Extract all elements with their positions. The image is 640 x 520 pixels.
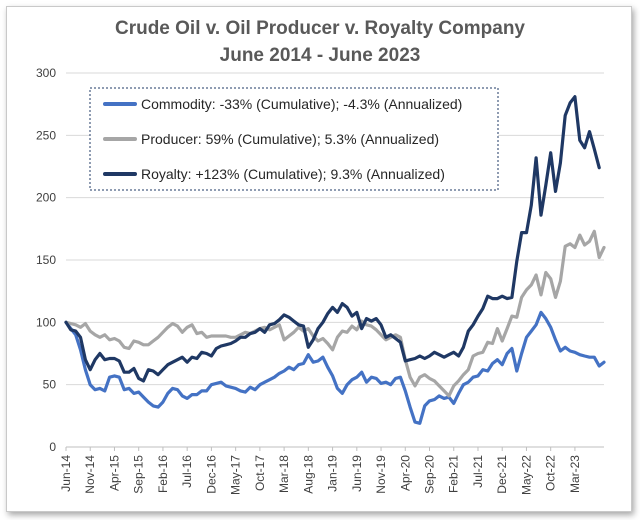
y-tick-label: 250 bbox=[36, 128, 56, 142]
series-lines bbox=[64, 95, 606, 425]
y-tick-label: 300 bbox=[36, 66, 56, 80]
x-tick-label: Dec-21 bbox=[495, 455, 509, 494]
x-tick-label: Jun-14 bbox=[59, 455, 73, 492]
y-tick-label: 50 bbox=[43, 378, 57, 392]
x-tick-label: May-17 bbox=[229, 455, 243, 495]
x-tick-label: May-22 bbox=[519, 455, 533, 495]
x-tick-label: Nov-14 bbox=[83, 455, 97, 494]
x-tick-label: Feb-21 bbox=[447, 455, 461, 493]
chart-title: Crude Oil v. Oil Producer v. Royalty Com… bbox=[115, 18, 525, 39]
x-tick-label: Apr-15 bbox=[107, 455, 121, 491]
legend-box bbox=[89, 87, 499, 191]
x-tick-label: Sep-20 bbox=[423, 455, 437, 494]
x-tick-label: Jun-19 bbox=[350, 455, 364, 492]
x-tick-label: Feb-16 bbox=[156, 455, 170, 493]
x-tick-label: Dec-16 bbox=[204, 455, 218, 494]
y-tick-label: 100 bbox=[36, 315, 56, 329]
x-tick-label: Mar-18 bbox=[277, 455, 291, 493]
x-tick-label: Apr-20 bbox=[398, 455, 412, 491]
legend-label-producer: Producer: 59% (Cumulative); 5.3% (Annual… bbox=[141, 131, 439, 147]
x-tick-label: Jul-21 bbox=[471, 455, 485, 488]
x-axis-tick-labels: Jun-14 Nov-14 Apr-15 Sep-15 Feb-16 Jul-16 Dec-… bbox=[59, 447, 582, 495]
x-tick-label: Jan-19 bbox=[326, 455, 340, 492]
y-tick-label: 0 bbox=[49, 440, 56, 454]
series-line-commodity bbox=[64, 310, 606, 425]
y-tick-label: 200 bbox=[36, 191, 56, 205]
x-tick-label: Jul-16 bbox=[180, 455, 194, 488]
chart-subtitle: June 2014 - June 2023 bbox=[220, 45, 421, 66]
legend-label-royalty: Royalty: +123% (Cumulative); 9.3% (Annua… bbox=[141, 166, 445, 182]
series-line-producer bbox=[64, 229, 606, 398]
x-tick-label: Oct-22 bbox=[544, 455, 558, 491]
x-tick-label: Oct-17 bbox=[253, 455, 267, 491]
x-tick-label: Nov-19 bbox=[374, 455, 388, 494]
x-tick-label: Sep-15 bbox=[132, 455, 146, 494]
y-axis-tick-labels: 0 50 100 150 200 250 300 bbox=[36, 66, 56, 454]
legend: Commodity: -33% (Cumulative); -4.3% (Ann… bbox=[89, 87, 499, 191]
series-line-royalty bbox=[64, 95, 601, 383]
y-tick-label: 150 bbox=[36, 253, 56, 267]
x-tick-label: Mar-23 bbox=[568, 455, 582, 493]
legend-label-commodity: Commodity: -33% (Cumulative); -4.3% (Ann… bbox=[141, 96, 462, 112]
x-tick-label: Aug-18 bbox=[301, 455, 315, 494]
